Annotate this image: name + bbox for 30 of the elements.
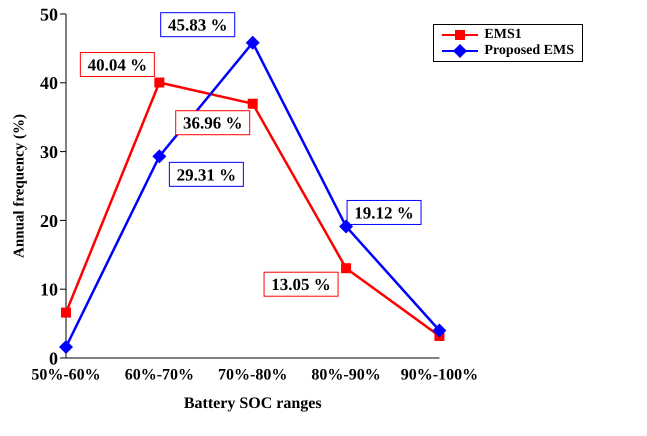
annotation: 13.05 % [271, 275, 331, 294]
y-tick-label: 0 [49, 348, 58, 368]
point [152, 149, 166, 164]
point [154, 78, 164, 88]
point [59, 340, 73, 354]
x-tick-label: 70%-80% [218, 366, 288, 384]
x-tick-label: 80%-90% [311, 366, 381, 384]
point [248, 98, 258, 109]
annotation: 36.96 % [182, 114, 242, 133]
y-tick-label: 30 [40, 142, 58, 162]
x-tick-label: 60%-70% [124, 366, 194, 384]
x-axis-title: Battery SOC ranges [184, 395, 322, 412]
y-tick-label: 50 [40, 4, 58, 24]
point [432, 323, 446, 338]
x-tick-label: 50%-60% [31, 366, 101, 384]
x-tick-label: 90%-100% [400, 366, 478, 384]
point [339, 219, 354, 234]
point [61, 308, 71, 318]
y-tick-label: 20 [40, 210, 58, 231]
annotation: 45.83 % [168, 16, 228, 35]
point [246, 36, 260, 50]
y-tick-label: 10 [40, 280, 58, 300]
legend-label: EMS1 [484, 27, 522, 43]
annotation: 29.31 % [176, 165, 236, 184]
legend-label: Proposed EMS [484, 43, 574, 59]
y-axis-title: Annual frequency (%) [11, 114, 28, 258]
point [341, 263, 352, 274]
y-tick-label: 40 [40, 73, 58, 94]
annotation: 40.04 % [88, 56, 148, 75]
annotation: 19.12 % [354, 203, 414, 222]
